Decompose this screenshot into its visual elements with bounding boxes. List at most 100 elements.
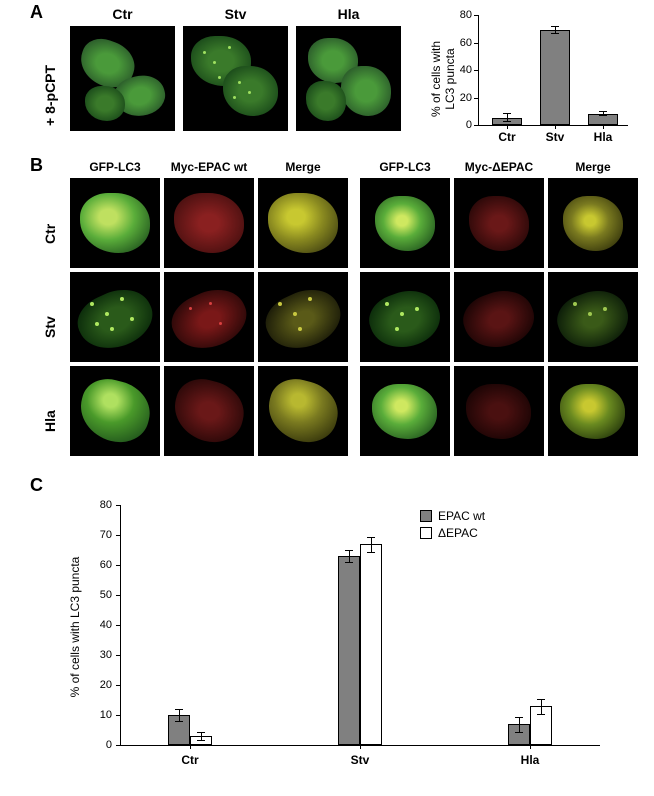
b-row-stv: Stv [42, 298, 58, 338]
err [537, 699, 545, 700]
xtick [507, 125, 508, 129]
err [515, 717, 523, 718]
panel-a-img-hla [296, 26, 401, 131]
c-ylab-70: 70 [90, 529, 112, 541]
err [349, 550, 350, 562]
err [175, 721, 183, 722]
c-ylab-20: 20 [90, 679, 112, 691]
c-ylab-0: 0 [90, 739, 112, 751]
b-ctr-myc-r [454, 178, 544, 268]
b-col-r1: Myc-ΔEPAC [454, 160, 544, 174]
err [197, 740, 205, 741]
panel-a-label: A [30, 2, 43, 23]
b-hla-gfp-r [360, 366, 450, 456]
b-ctr-merge-r [548, 178, 638, 268]
c-ylabel: % of cells with LC3 puncta [68, 537, 82, 717]
c-xtick [190, 745, 191, 749]
c-ytick [116, 715, 120, 716]
err [551, 33, 559, 34]
c-ytick [116, 655, 120, 656]
c-bar-stv-d [360, 544, 382, 745]
b-ctr-merge-l [258, 178, 348, 268]
b-stv-merge-l [258, 272, 348, 362]
c-xtick [530, 745, 531, 749]
err [503, 121, 511, 122]
c-ylab-30: 30 [90, 649, 112, 661]
c-ylab-10: 10 [90, 709, 112, 721]
b-hla-myc-r [454, 366, 544, 456]
xtick [555, 125, 556, 129]
c-xtick [360, 745, 361, 749]
b-col-l2: Merge [258, 160, 348, 174]
c-ylab-80: 80 [90, 499, 112, 511]
legend-depac [420, 527, 432, 539]
b-col-l1: Myc-EPAC wt [164, 160, 254, 174]
ytick [474, 43, 478, 44]
b-stv-merge-r [548, 272, 638, 362]
panel-a-col-stv: Stv [183, 6, 288, 22]
err [345, 550, 353, 551]
c-ytick [116, 565, 120, 566]
b-ctr-gfp-l [70, 178, 160, 268]
c-bar-stv-wt [338, 556, 360, 745]
ytick-label-80: 80 [450, 9, 472, 21]
c-ylab-40: 40 [90, 619, 112, 631]
err [179, 709, 180, 721]
c-xcat-ctr: Ctr [168, 753, 212, 767]
err [537, 714, 545, 715]
err [345, 562, 353, 563]
xcat-stv: Stv [535, 130, 575, 144]
b-col-l0: GFP-LC3 [70, 160, 160, 174]
panel-a-row-label: + 8-pCPT [42, 46, 58, 126]
ytick [474, 15, 478, 16]
err [503, 113, 511, 114]
b-hla-merge-l [258, 366, 348, 456]
b-stv-myc-l [164, 272, 254, 362]
b-hla-merge-r [548, 366, 638, 456]
err [599, 111, 607, 112]
panel-a-img-ctr [70, 26, 175, 131]
b-stv-gfp-l [70, 272, 160, 362]
bar-stv [540, 30, 570, 125]
ytick [474, 70, 478, 71]
panel-a-img-stv [183, 26, 288, 131]
err [371, 537, 372, 552]
xcat-hla: Hla [583, 130, 623, 144]
legend-epac-wt-text: EPAC wt [438, 509, 485, 523]
c-y-axis [120, 505, 121, 745]
b-row-ctr: Ctr [42, 204, 58, 244]
err [515, 732, 523, 733]
panel-c-label: C [30, 475, 43, 496]
err [599, 115, 607, 116]
c-ytick [116, 505, 120, 506]
c-ytick [116, 685, 120, 686]
panel-c-chart: 0 10 20 30 40 50 60 70 80 % of cells wit… [60, 495, 620, 785]
x-axis [478, 125, 628, 126]
c-ytick [116, 625, 120, 626]
c-ytick [116, 535, 120, 536]
err [367, 552, 375, 553]
c-ylab-50: 50 [90, 589, 112, 601]
panel-a-chart: 0 20 40 60 80 % of cells withLC3 puncta … [430, 10, 630, 145]
c-xcat-hla: Hla [508, 753, 552, 767]
panel-a-col-hla: Hla [296, 6, 401, 22]
panel-a-col-ctr: Ctr [70, 6, 175, 22]
legend-epac-wt [420, 510, 432, 522]
err [541, 699, 542, 714]
xtick [603, 125, 604, 129]
c-ylab-60: 60 [90, 559, 112, 571]
b-hla-myc-l [164, 366, 254, 456]
err [175, 709, 183, 710]
err [201, 732, 202, 741]
err [551, 26, 559, 27]
c-ytick [116, 595, 120, 596]
y-axis [478, 15, 479, 125]
b-stv-gfp-r [360, 272, 450, 362]
panel-a-ylabel: % of cells withLC3 puncta [429, 24, 457, 134]
b-ctr-myc-l [164, 178, 254, 268]
err [197, 732, 205, 733]
b-col-r2: Merge [548, 160, 638, 174]
c-ytick [116, 745, 120, 746]
panel-b-label: B [30, 155, 43, 176]
xcat-ctr: Ctr [487, 130, 527, 144]
